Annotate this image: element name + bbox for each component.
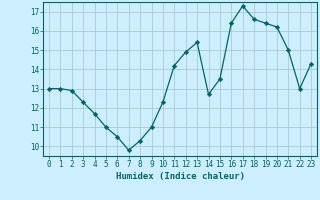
X-axis label: Humidex (Indice chaleur): Humidex (Indice chaleur) xyxy=(116,172,244,181)
